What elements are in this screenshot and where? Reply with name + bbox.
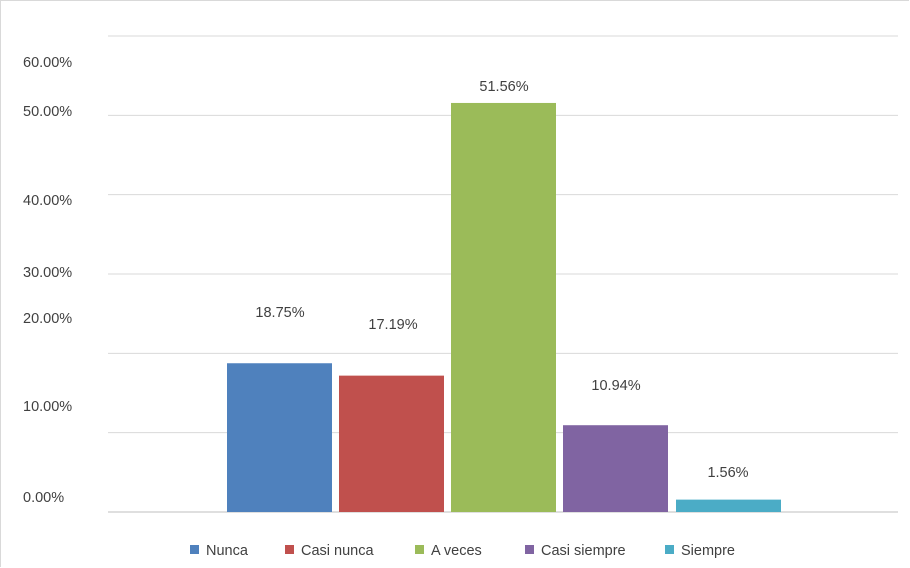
legend-swatch [415, 545, 424, 554]
legend-label: A veces [431, 543, 482, 559]
legend-swatch [190, 545, 199, 554]
y-tick-label: 0.00% [23, 490, 64, 506]
bar-siempre [676, 499, 781, 512]
bar-casi-nunca [339, 375, 444, 512]
y-axis-tick-labels: 0.00% 10.00% 20.00% 30.00% 40.00% 50.00% 60.00… [23, 55, 72, 506]
legend-label: Casi siempre [541, 543, 626, 559]
bars [227, 102, 781, 512]
y-tick-label: 40.00% [23, 193, 72, 209]
legend: Nunca Casi nunca A veces Casi siempre Siempr… [190, 543, 735, 559]
bar-casi-siempre [563, 425, 668, 512]
y-tick-label: 20.00% [23, 311, 72, 327]
y-tick-label: 30.00% [23, 265, 72, 281]
y-tick-label: 50.00% [23, 104, 72, 120]
data-label: 10.94% [591, 378, 640, 394]
data-label: 17.19% [368, 317, 417, 333]
legend-swatch [525, 545, 534, 554]
bar-a-veces [451, 102, 556, 512]
y-tick-label: 10.00% [23, 399, 72, 415]
y-tick-label: 60.00% [23, 55, 72, 71]
bar-nunca [227, 363, 332, 512]
data-label: 18.75% [255, 305, 304, 321]
legend-label: Casi nunca [301, 543, 374, 559]
legend-swatch [665, 545, 674, 554]
legend-label: Siempre [681, 543, 735, 559]
legend-label: Nunca [206, 543, 249, 559]
data-labels: 18.75% 17.19% 51.56% 10.94% 1.56% [255, 79, 748, 481]
data-label: 1.56% [707, 465, 748, 481]
legend-swatch [285, 545, 294, 554]
data-label: 51.56% [479, 79, 528, 95]
